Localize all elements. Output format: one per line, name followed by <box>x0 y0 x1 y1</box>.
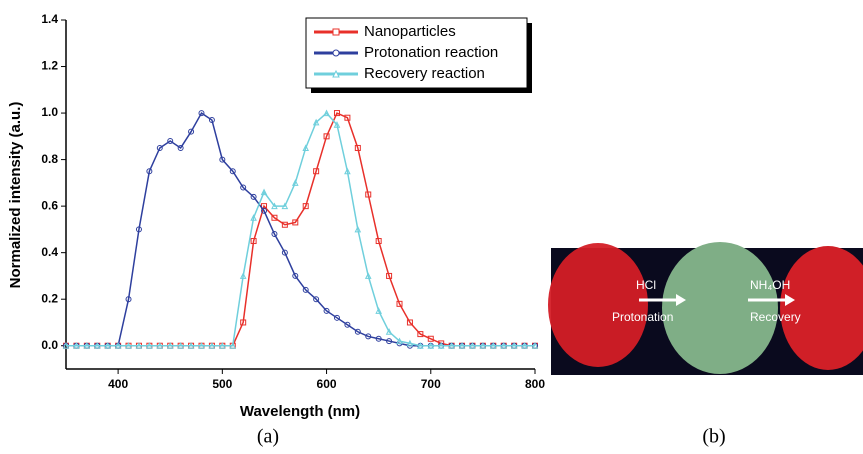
x-tick-label: 500 <box>212 377 232 391</box>
y-tick-label: 1.2 <box>41 59 58 73</box>
y-tick-label: 0.8 <box>41 152 58 166</box>
marker <box>417 331 424 338</box>
y-tick-label: 1.0 <box>41 105 58 119</box>
marker <box>354 328 361 335</box>
arrow-head <box>785 294 795 306</box>
marker <box>312 118 320 126</box>
marker <box>333 314 340 321</box>
marker <box>344 321 351 328</box>
photo-label: Protonation <box>612 310 673 324</box>
series <box>62 109 539 349</box>
marker <box>313 296 320 303</box>
x-tick-label: 600 <box>317 377 337 391</box>
y-tick-label: 1.4 <box>41 12 58 26</box>
marker <box>156 144 163 151</box>
red-film <box>548 243 648 367</box>
marker <box>291 179 299 186</box>
x-axis-title: Wavelength (nm) <box>240 403 360 420</box>
series <box>63 110 538 349</box>
marker <box>385 328 393 335</box>
caption: (a) <box>257 426 279 448</box>
red-film <box>780 246 863 370</box>
photo-label: Recovery <box>750 310 801 324</box>
x-tick-label: 800 <box>525 377 545 391</box>
y-tick-label: 0.4 <box>41 245 58 259</box>
y-axis-title: Normalized intensity (a.u.) <box>7 102 24 289</box>
marker <box>188 128 195 135</box>
marker <box>427 335 434 342</box>
marker <box>302 286 309 293</box>
caption: (b) <box>702 426 725 448</box>
y-tick-label: 0.6 <box>41 198 58 212</box>
marker <box>292 272 299 279</box>
x-tick-label: 400 <box>108 377 128 391</box>
marker <box>260 188 268 196</box>
marker <box>344 114 351 121</box>
legend-marker <box>332 49 340 57</box>
line <box>66 112 535 347</box>
marker <box>396 300 403 307</box>
y-tick-label: 0.2 <box>41 291 58 305</box>
photo-label: HCl <box>636 278 656 292</box>
legend-label: Protonation reaction <box>364 44 498 61</box>
marker <box>323 109 330 117</box>
x-tick-label: 700 <box>421 377 441 391</box>
marker <box>375 307 382 314</box>
marker <box>250 193 257 200</box>
marker <box>323 307 330 314</box>
marker <box>333 110 340 117</box>
marker <box>406 319 413 326</box>
legend-label: Recovery reaction <box>364 65 485 82</box>
marker <box>261 207 268 214</box>
marker <box>177 144 184 151</box>
arrow-head <box>676 294 686 306</box>
marker <box>167 137 174 144</box>
marker <box>240 184 247 191</box>
legend-label: Nanoparticles <box>364 23 456 40</box>
marker <box>281 249 288 256</box>
marker <box>229 168 236 175</box>
marker <box>271 231 278 238</box>
marker <box>198 110 205 117</box>
photo-panel: HCl Protonation NH₄OH Recovery <box>548 242 863 375</box>
series <box>63 110 538 349</box>
photo-label: NH₄OH <box>750 278 790 292</box>
legend-marker <box>332 28 340 36</box>
legend-marker <box>332 69 340 78</box>
green-film <box>662 242 778 374</box>
y-tick-label: 0.0 <box>41 338 58 352</box>
marker <box>271 214 278 221</box>
